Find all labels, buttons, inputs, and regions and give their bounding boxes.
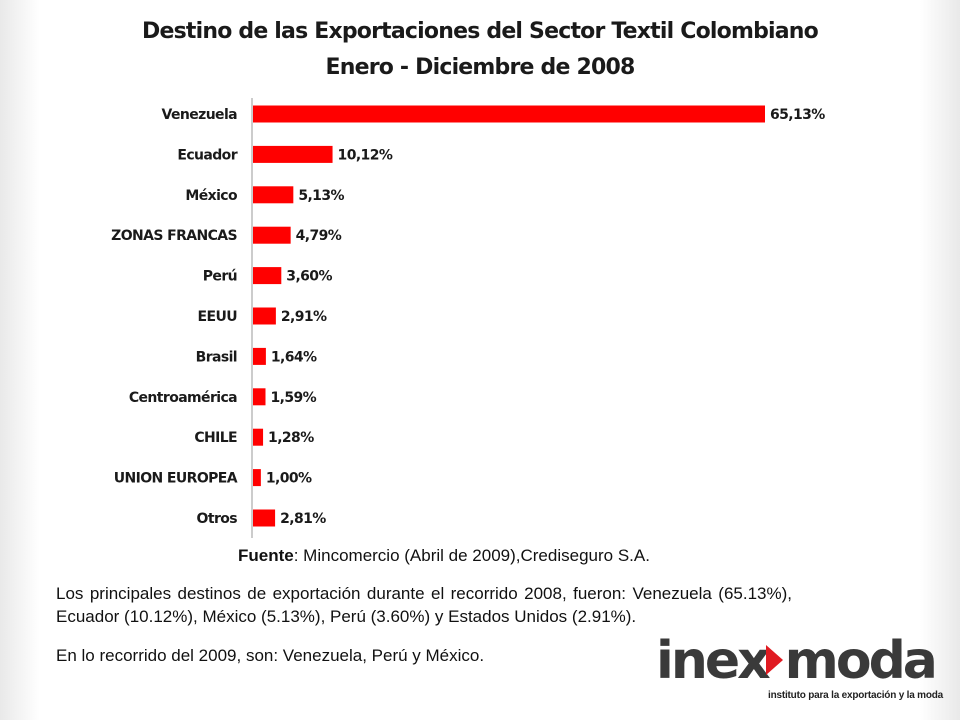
logo-wordmark: inex moda bbox=[656, 631, 938, 691]
bar bbox=[253, 428, 264, 446]
category-label: UNION EUROPEA bbox=[114, 471, 238, 487]
category-label: Venezuela bbox=[162, 107, 238, 123]
category-label: México bbox=[185, 188, 238, 204]
data-label: 1,00% bbox=[266, 471, 312, 487]
bar bbox=[253, 145, 333, 163]
category-label: Brasil bbox=[196, 349, 237, 365]
title-line-2: Enero - Diciembre de 2008 bbox=[325, 55, 636, 80]
source-text: : Mincomercio (Abril de 2009),Credisegur… bbox=[293, 546, 650, 565]
category-label: Otros bbox=[197, 511, 238, 527]
bar bbox=[253, 226, 291, 244]
data-label: 4,79% bbox=[296, 228, 342, 244]
data-label: 65,13% bbox=[770, 107, 825, 123]
category-label: Perú bbox=[203, 269, 237, 285]
logo-arrow-icon bbox=[765, 645, 783, 675]
bar bbox=[253, 186, 294, 204]
data-label: 1,28% bbox=[268, 430, 314, 446]
logo-tagline: instituto para la exportación y la moda bbox=[768, 690, 944, 701]
category-label: ZONAS FRANCAS bbox=[111, 228, 237, 244]
bar bbox=[253, 388, 266, 406]
summary-paragraph: Los principales destinos de exportación … bbox=[56, 584, 792, 626]
inexmoda-logo: inex moda instituto para la exportación y… bbox=[656, 631, 943, 710]
source-note: Fuente: Mincomercio (Abril de 2009),Cred… bbox=[238, 546, 650, 566]
bar bbox=[253, 267, 282, 285]
data-label: 3,60% bbox=[286, 269, 332, 285]
data-label: 2,81% bbox=[280, 511, 326, 527]
category-label: Ecuador bbox=[177, 147, 237, 163]
bar bbox=[253, 469, 261, 487]
data-label: 5,13% bbox=[298, 188, 344, 204]
data-label: 1,59% bbox=[270, 390, 316, 406]
title-line-1: Destino de las Exportaciones del Sector … bbox=[142, 19, 819, 44]
summary-2009-paragraph: En lo recorrido del 2009, son: Venezuela… bbox=[56, 646, 485, 665]
bar bbox=[253, 307, 276, 325]
chart-title: Destino de las Exportaciones del Sector … bbox=[120, 14, 840, 86]
data-label: 2,91% bbox=[281, 309, 327, 325]
data-label: 10,12% bbox=[338, 147, 393, 163]
category-label: EEUU bbox=[198, 309, 238, 325]
logo-word-part1: inex bbox=[656, 631, 771, 691]
category-label: CHILE bbox=[194, 430, 237, 446]
bar bbox=[253, 347, 266, 365]
bar bbox=[253, 105, 765, 123]
bar bbox=[253, 509, 276, 527]
logo-word-part2: moda bbox=[784, 631, 938, 691]
source-label: Fuente bbox=[238, 546, 294, 565]
bar-chart: Venezuela Ecuador México ZONAS FRANCAS Perú E… bbox=[111, 98, 826, 538]
category-label: Centroamérica bbox=[129, 390, 237, 406]
data-label: 1,64% bbox=[271, 349, 317, 365]
